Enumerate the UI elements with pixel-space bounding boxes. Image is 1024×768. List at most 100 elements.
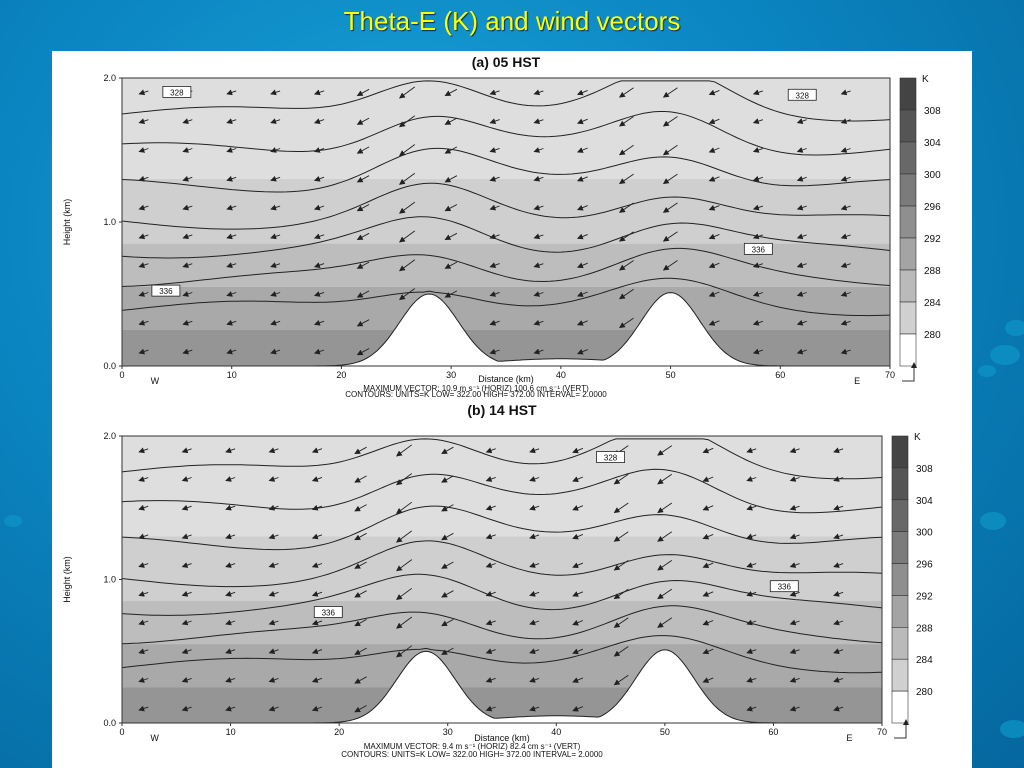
wind-vector (138, 291, 149, 297)
wind-vector (613, 473, 629, 485)
wind-vector (138, 204, 149, 211)
wind-vector (657, 560, 673, 571)
colorbar-segment (899, 77, 917, 111)
wind-vector (533, 348, 544, 355)
x-tick-label: 70 (877, 727, 887, 737)
wind-vector (618, 288, 634, 300)
east-label: E (846, 733, 852, 743)
wind-vector (311, 590, 323, 597)
wind-vector (395, 587, 413, 600)
wind-vector (840, 233, 851, 240)
decorative-bubble (978, 365, 996, 377)
x-axis-label: Distance (km) (478, 374, 534, 384)
theta-shading-band (122, 601, 882, 645)
colorbar-segment (891, 467, 909, 501)
wind-vector (181, 562, 192, 568)
wind-vector (529, 648, 540, 655)
wind-vector (789, 533, 800, 540)
wind-vector (662, 260, 678, 271)
wind-vector (613, 531, 629, 542)
wind-vector (796, 348, 807, 355)
colorbar-label: 284 (924, 298, 941, 309)
wind-vector (533, 319, 544, 326)
wind-vector (840, 118, 851, 124)
wind-vector (657, 531, 673, 542)
x-tick-label: 50 (660, 727, 670, 737)
wind-vector (226, 175, 237, 182)
wind-vector (354, 475, 367, 483)
wind-vector (444, 88, 458, 96)
colorbar-segment (891, 563, 909, 596)
wind-vector (138, 562, 149, 568)
contour-line (121, 80, 891, 122)
wind-vector (182, 147, 193, 153)
wind-vector (485, 590, 496, 597)
wind-vector (833, 562, 844, 568)
wind-vector (572, 505, 584, 511)
contour-label-box (162, 86, 192, 98)
wind-vector (311, 705, 323, 712)
wind-vector (529, 705, 540, 712)
wind-vector (657, 588, 673, 600)
wind-vector (572, 648, 584, 655)
wind-vector (708, 89, 720, 96)
wind-vector (533, 204, 544, 211)
colorbar-label: 280 (916, 687, 933, 698)
wind-vector (489, 233, 500, 240)
x-axis-label: Distance (km) (474, 733, 530, 743)
wind-vector (657, 617, 673, 628)
y-axis-label: Height (km) (62, 556, 72, 603)
wind-vector (702, 677, 714, 683)
contour-line (121, 247, 891, 287)
wind-vector (441, 590, 454, 598)
wind-vector (752, 233, 764, 240)
theta-shading-band (122, 687, 882, 723)
colorbar-segment (899, 269, 917, 303)
wind-vector (833, 504, 844, 511)
wind-vector (444, 117, 458, 125)
wind-vector (796, 262, 807, 268)
contour-label: 336 (752, 245, 766, 254)
wind-vector (311, 533, 323, 540)
panel-b: (b) 14 HST 328 336 336 0 10 20 30 40 50 60 70 0.0 1.0… (62, 402, 933, 759)
wind-vector (225, 504, 236, 511)
colorbar-segment (891, 499, 909, 532)
wind-vector (225, 619, 236, 626)
wind-vector (529, 447, 540, 454)
wind-vector (311, 677, 323, 683)
contour-label-box (787, 88, 817, 101)
wind-vector (441, 619, 454, 627)
decorative-bubble (1005, 320, 1024, 336)
wind-vector (708, 176, 720, 182)
contour-line (121, 111, 891, 156)
wind-vector (182, 262, 193, 268)
wind-vector (354, 619, 367, 627)
wind-vector (356, 348, 370, 356)
wind-vector (533, 147, 544, 153)
wind-vector (662, 144, 678, 156)
wind-vector (270, 291, 281, 297)
wind-vector (441, 561, 454, 569)
wind-vector (270, 147, 281, 153)
wind-vector (533, 291, 544, 297)
wind-vector (182, 319, 193, 326)
wind-vector (441, 446, 454, 454)
wind-vector (138, 619, 149, 626)
contour-line (121, 216, 891, 259)
wind-vector (313, 118, 325, 124)
wind-vector (181, 504, 192, 511)
wind-vector (840, 291, 851, 297)
wind-vector (226, 319, 237, 326)
contour-line (121, 182, 891, 230)
wind-vector (313, 233, 325, 240)
wind-vector (398, 172, 416, 185)
wind-vector (613, 674, 629, 686)
wind-vector (789, 677, 800, 683)
wind-vector (662, 202, 678, 213)
wind-vector (576, 176, 588, 182)
wind-vector (398, 288, 416, 301)
wind-vector (833, 533, 844, 540)
wind-vector (529, 476, 540, 482)
colorbar-label: 308 (924, 106, 941, 117)
wind-vector (138, 348, 149, 355)
